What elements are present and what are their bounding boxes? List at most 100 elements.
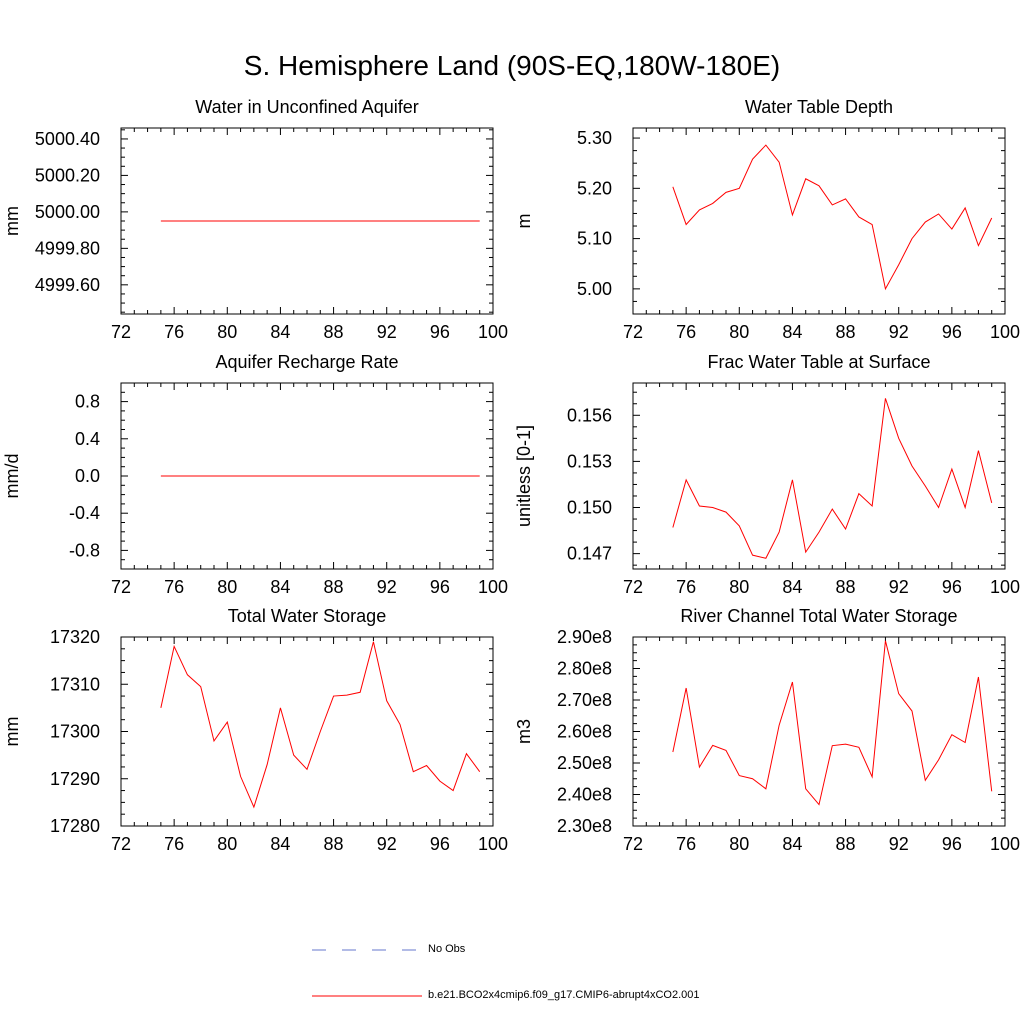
x-tick-label: 100	[990, 834, 1020, 854]
y-axis-label: m	[514, 214, 534, 229]
chart-panel-fwts: Frac Water Table at Surface unitless [0-1…	[514, 352, 1020, 597]
y-axis-label: unitless [0-1]	[514, 425, 534, 527]
y-tick-label: 4999.80	[35, 238, 100, 258]
panel-title: River Channel Total Water Storage	[680, 606, 957, 626]
page-title: S. Hemisphere Land (90S-EQ,180W-180E)	[243, 50, 781, 81]
x-tick-label: 80	[217, 834, 237, 854]
x-tick-label: 88	[836, 834, 856, 854]
panel-title: Total Water Storage	[228, 606, 386, 626]
y-tick-label: 0.150	[567, 498, 612, 518]
x-tick-label: 84	[782, 577, 802, 597]
x-tick-label: 72	[111, 577, 131, 597]
x-tick-label: 72	[111, 322, 131, 342]
chart-panel-wtd: Water Table Depth m 72 76 80 84 88 92 96 100 5.00 5…	[514, 97, 1020, 342]
x-tick-label: 100	[990, 577, 1020, 597]
x-tick-label: 92	[377, 577, 397, 597]
x-tick-label: 88	[836, 322, 856, 342]
y-tick-label: 0.0	[75, 466, 100, 486]
x-tick-label: 88	[324, 577, 344, 597]
x-tick-label: 96	[430, 577, 450, 597]
y-tick-label: 2.70e8	[557, 690, 612, 710]
x-tick-label: 76	[164, 322, 184, 342]
series-line	[672, 144, 993, 291]
y-tick-label: 2.80e8	[557, 659, 612, 679]
x-tick-label: 76	[164, 577, 184, 597]
y-tick-label: 17290	[50, 769, 100, 789]
x-tick-label: 80	[217, 577, 237, 597]
panel-title: Frac Water Table at Surface	[707, 352, 930, 372]
x-tick-label: 84	[782, 322, 802, 342]
plot-frame	[120, 636, 494, 827]
x-tick-label: 100	[478, 834, 508, 854]
y-tick-label: 2.90e8	[557, 627, 612, 647]
y-tick-label: 2.50e8	[557, 753, 612, 773]
x-tick-label: 96	[430, 322, 450, 342]
x-tick-label: 92	[889, 577, 909, 597]
y-tick-label: 17280	[50, 816, 100, 836]
x-tick-label: 84	[782, 834, 802, 854]
x-tick-label: 96	[430, 834, 450, 854]
y-axis-label: mm	[2, 206, 22, 236]
x-tick-label: 72	[623, 322, 643, 342]
x-tick-label: 80	[729, 577, 749, 597]
y-tick-label: 5000.00	[35, 202, 100, 222]
x-tick-label: 80	[729, 322, 749, 342]
y-tick-label: 17320	[50, 627, 100, 647]
x-tick-label: 92	[889, 834, 909, 854]
x-tick-label: 72	[623, 834, 643, 854]
y-tick-label: 0.153	[567, 451, 612, 471]
x-tick-label: 100	[478, 322, 508, 342]
x-tick-label: 96	[942, 834, 962, 854]
y-axis-label: m3	[514, 719, 534, 744]
y-tick-label: 0.4	[75, 429, 100, 449]
y-tick-label: 5000.20	[35, 165, 100, 185]
y-tick-label: 2.30e8	[557, 816, 612, 836]
y-tick-label: 17310	[50, 674, 100, 694]
legend	[312, 949, 422, 997]
x-tick-label: 84	[270, 577, 290, 597]
y-tick-label: 5.20	[577, 178, 612, 198]
y-tick-label: 0.8	[75, 392, 100, 412]
x-tick-label: 92	[377, 322, 397, 342]
chart-panel-aquifer: Water in Unconfined Aquifer mm 72 76 80 84 88 9…	[2, 97, 508, 342]
legend-obs-label: No Obs	[428, 943, 466, 955]
y-tick-label: 4999.60	[35, 275, 100, 295]
panel-title: Water in Unconfined Aquifer	[195, 97, 418, 117]
y-tick-label: 5000.40	[35, 129, 100, 149]
x-tick-label: 76	[676, 322, 696, 342]
y-tick-label: 17300	[50, 722, 100, 742]
x-tick-label: 96	[942, 577, 962, 597]
x-tick-label: 100	[478, 577, 508, 597]
x-tick-label: 72	[111, 834, 131, 854]
legend-model-label: b.e21.BCO2x4cmip6.f09_g17.CMIP6-abrupt4x…	[428, 989, 700, 1001]
x-tick-label: 72	[623, 577, 643, 597]
x-tick-label: 76	[164, 834, 184, 854]
y-tick-label: -0.4	[69, 503, 100, 523]
x-tick-label: 76	[676, 577, 696, 597]
x-tick-label: 96	[942, 322, 962, 342]
y-tick-label: 2.40e8	[557, 785, 612, 805]
y-tick-label: 5.00	[577, 279, 612, 299]
y-tick-label: 2.60e8	[557, 722, 612, 742]
y-tick-label: -0.8	[69, 540, 100, 560]
y-axis-label: mm	[2, 717, 22, 747]
chart-panel-river: River Channel Total Water Storage m3 72 76 8…	[514, 606, 1020, 854]
y-tick-label: 0.156	[567, 405, 612, 425]
plot-frame	[632, 636, 1006, 827]
y-tick-label: 5.10	[577, 229, 612, 249]
x-tick-label: 80	[217, 322, 237, 342]
panel-title: Aquifer Recharge Rate	[215, 352, 398, 372]
x-tick-label: 92	[889, 322, 909, 342]
x-tick-label: 88	[836, 577, 856, 597]
series-line	[672, 398, 993, 559]
series-line	[672, 640, 993, 806]
y-tick-label: 5.30	[577, 128, 612, 148]
y-axis-label: mm/d	[2, 454, 22, 499]
y-tick-label: 0.147	[567, 544, 612, 564]
panel-title: Water Table Depth	[745, 97, 893, 117]
x-tick-label: 92	[377, 834, 397, 854]
chart-panel-recharge: Aquifer Recharge Rate mm/d 72 76 80 84 88 92 96 1…	[2, 352, 508, 597]
x-tick-label: 88	[324, 322, 344, 342]
x-tick-label: 80	[729, 834, 749, 854]
